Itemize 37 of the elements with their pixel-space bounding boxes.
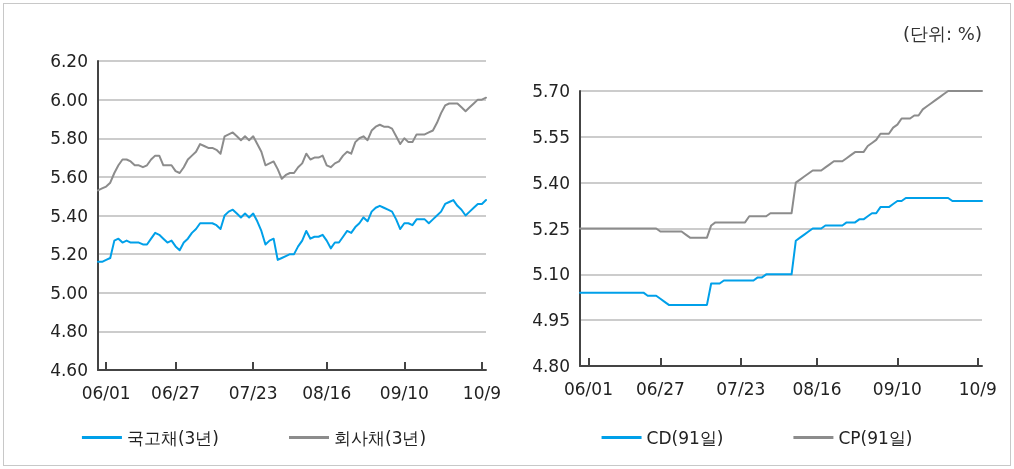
y-tick-label: 4.95 [532,310,570,331]
y-tick-label: 5.00 [50,282,88,303]
x-tick-label: 06/01 [563,378,613,399]
y-tick-label: 5.10 [532,264,570,285]
x-tick-label: 07/23 [716,378,766,399]
x-tick-label: 09/10 [872,378,922,399]
x-tick-label: 08/16 [302,382,352,403]
line-series [579,196,983,306]
y-tick-label: 5.25 [532,218,570,239]
x-tick-label: 07/23 [228,382,278,403]
y-tick-label: 5.80 [50,128,88,149]
y-tick-label: 6.20 [50,51,88,71]
y-tick-label: 6.00 [50,89,88,110]
text: (단위: %) [903,22,982,46]
legend-label: CP(91일) [838,427,913,448]
legend-label: CD(91일) [646,427,724,448]
y-tick-label: 5.40 [50,205,88,226]
legend-label: 회사채(3년) [334,427,427,448]
y-tick-label: 5.20 [50,244,88,265]
y-tick-label: 4.80 [532,356,570,376]
y-tick-label: 5.55 [532,126,570,147]
x-tick-label: 10/9 [462,382,502,403]
x-tick-label: 09/10 [379,382,429,403]
x-tick-label: 06/27 [151,382,201,403]
x-tick-label: 06/27 [635,378,685,399]
line-series [579,90,983,239]
x-tick-label: 08/16 [792,378,842,399]
legend-label: 국고채(3년) [126,427,220,448]
x-tick-label: 10/9 [958,378,997,399]
y-tick-label: 5.60 [50,166,88,187]
line-series [97,199,487,263]
y-tick-label: 4.80 [50,321,88,342]
y-tick-label: 5.40 [532,172,570,193]
y-tick-label: 4.60 [50,360,88,380]
x-tick-label: 06/01 [81,382,131,403]
y-tick-label: 5.70 [532,81,570,101]
line-series [97,96,487,192]
